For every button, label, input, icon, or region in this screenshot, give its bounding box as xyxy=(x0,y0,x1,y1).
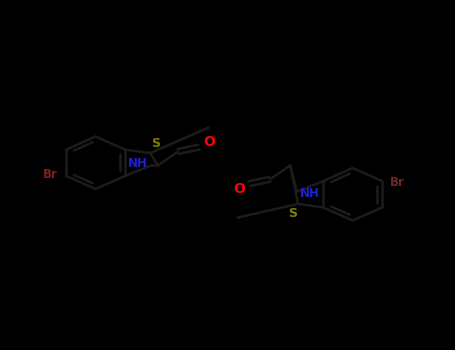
Text: O: O xyxy=(233,182,245,196)
Text: S: S xyxy=(152,137,161,150)
Text: Br: Br xyxy=(390,176,405,189)
Text: S: S xyxy=(288,206,297,220)
Text: Br: Br xyxy=(43,168,58,181)
Text: NH: NH xyxy=(128,158,148,170)
Text: O: O xyxy=(203,135,215,149)
Text: NH: NH xyxy=(300,187,320,199)
